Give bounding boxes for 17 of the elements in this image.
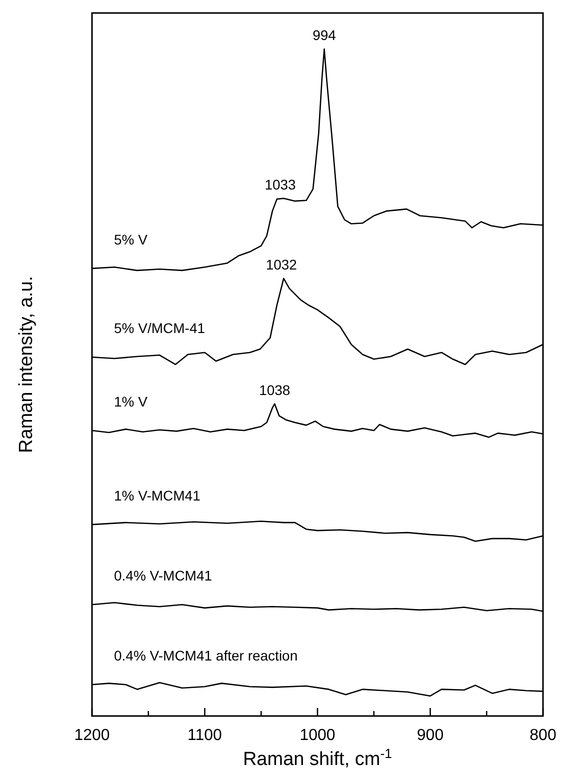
series-label: 0.4% V-MCM41	[114, 568, 212, 584]
series-label: 0.4% V-MCM41 after reaction	[114, 648, 298, 664]
annotation: 994	[312, 27, 336, 43]
x-tick-label: 900	[416, 727, 444, 744]
series-label: 5% V	[114, 231, 148, 248]
x-tick-label: 1100	[188, 727, 222, 744]
x-axis-title: Raman shift, cm$^{-1}$	[242, 746, 392, 770]
x-tick-label: 1200	[74, 727, 110, 744]
y-axis-title: Raman intensity, a.u.	[16, 276, 37, 454]
series-label: 1% V	[114, 394, 148, 410]
annotation: 1033	[264, 176, 296, 192]
x-tick-label: 1000	[300, 727, 336, 744]
annotation: 1038	[259, 382, 290, 398]
annotation: 1032	[266, 256, 298, 272]
series-label: 5% V/MCM-41	[114, 320, 206, 336]
series-label: 1% V-MCM41	[114, 488, 201, 504]
x-tick-label: 800	[530, 727, 556, 744]
